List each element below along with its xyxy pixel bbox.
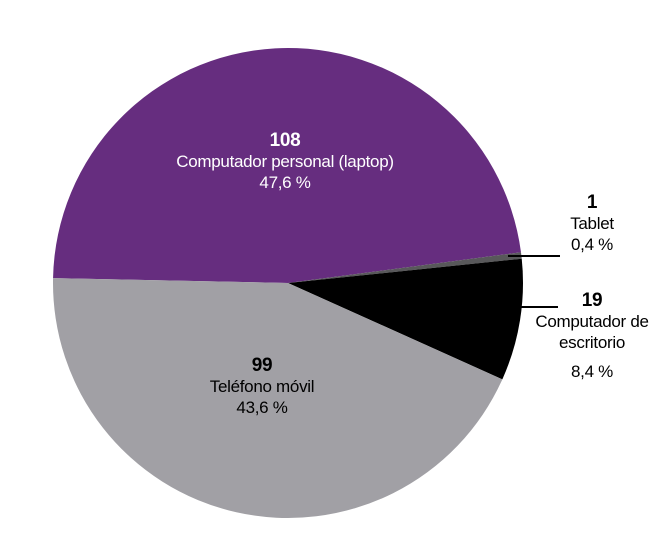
value-label: 1 — [586, 192, 598, 213]
slice-label: 108 Computador personal (laptop) 47,6 % — [125, 130, 445, 193]
value-label: 99 — [251, 355, 273, 376]
value-label: 108 — [269, 130, 301, 151]
pie-slice — [53, 48, 521, 283]
percent-label: 43,6 % — [236, 398, 288, 417]
category-label: Teléfono móvil — [209, 377, 315, 396]
value-label: 19 — [581, 290, 603, 311]
slice-label: 1 Tablet 0,4 % — [542, 192, 642, 255]
category-label: Tablet — [570, 214, 614, 233]
slice-label: 19 Computador de escritorio 8,4 % — [532, 290, 652, 382]
category-label: Computador de escritorio — [535, 312, 649, 352]
pie-slice — [288, 258, 523, 380]
slice-label: 99 Teléfono móvil 43,6 % — [142, 355, 382, 418]
percent-label: 47,6 % — [259, 173, 311, 192]
category-label: Computador personal (laptop) — [176, 152, 394, 171]
percent-label: 0,4 % — [571, 235, 613, 254]
percent-label: 8,4 % — [571, 362, 613, 381]
pie-slice — [53, 278, 503, 518]
pie-slice — [288, 252, 522, 283]
